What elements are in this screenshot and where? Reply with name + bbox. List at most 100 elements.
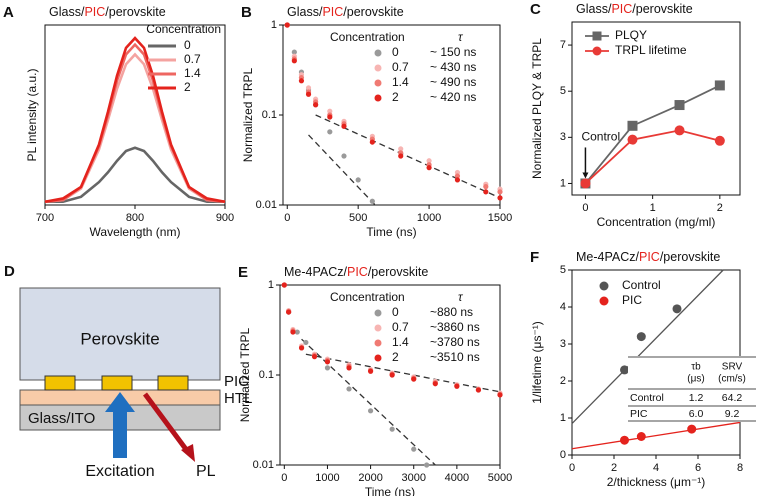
pic-block xyxy=(157,375,189,391)
marker xyxy=(497,195,503,201)
marker xyxy=(674,100,685,111)
series-line xyxy=(584,129,721,185)
x-tick-label: 0 xyxy=(284,212,290,224)
x-tick-label: 0 xyxy=(582,202,588,214)
legend-label: 0 xyxy=(392,305,399,319)
table-cell: Control xyxy=(630,392,664,404)
x-tick-label: 2 xyxy=(611,462,617,474)
marker xyxy=(398,146,404,152)
x-tick-label: 1000 xyxy=(417,212,441,224)
legend-marker xyxy=(592,46,602,56)
legend-label: 2 xyxy=(392,90,399,104)
legend-marker xyxy=(374,49,382,57)
table-header: SRV xyxy=(722,362,743,373)
y-axis-label: Normalized PLQY & TRPL xyxy=(530,38,544,179)
legend-label: 1.4 xyxy=(392,75,409,89)
series-line xyxy=(45,146,225,204)
fit-line xyxy=(315,114,501,199)
panel-label: E xyxy=(238,264,248,281)
panel-label: C xyxy=(530,1,541,18)
marker xyxy=(627,120,638,131)
layer-label: HTL xyxy=(224,390,252,407)
layer-label: Perovskite xyxy=(80,329,159,348)
x-tick-label: 2000 xyxy=(358,472,382,484)
legend-marker xyxy=(374,324,382,332)
legend-label: ~3510 ns xyxy=(430,350,480,364)
x-tick-label: 5000 xyxy=(488,472,512,484)
marker xyxy=(341,123,347,129)
marker xyxy=(714,135,725,146)
y-tick-label: 5 xyxy=(560,85,566,97)
pl-arrow-head xyxy=(181,444,195,462)
chart-title: Me-4PACz/PIC/perovskite xyxy=(284,265,428,279)
title-part: /perovskite xyxy=(368,265,428,279)
marker xyxy=(346,386,352,392)
legend-label: 0 xyxy=(184,38,191,52)
legend-title: Concentration xyxy=(330,290,405,304)
excitation-arrow xyxy=(105,392,135,458)
y-tick-label: 2 xyxy=(560,375,566,387)
fit-line xyxy=(301,338,436,466)
legend-label: ~ 420 ns xyxy=(430,90,476,104)
marker xyxy=(327,114,333,120)
title-part: PIC xyxy=(84,5,105,19)
legend-marker xyxy=(374,64,382,72)
marker xyxy=(389,426,395,432)
legend-label: 1.4 xyxy=(392,335,409,349)
x-tick-label: 4 xyxy=(653,462,659,474)
legend-label: 0 xyxy=(392,45,399,59)
pl-arrow xyxy=(142,392,191,454)
legend-marker xyxy=(599,296,609,306)
marker xyxy=(398,153,404,159)
series-line xyxy=(584,84,721,185)
legend-marker xyxy=(374,354,382,362)
fit-line xyxy=(571,269,724,425)
marker xyxy=(714,80,725,91)
marker xyxy=(303,339,309,346)
legend-marker xyxy=(374,309,382,317)
marker xyxy=(346,365,352,371)
legend-label: ~ 490 ns xyxy=(430,75,476,89)
layer-label: Glass/ITO xyxy=(28,410,95,427)
fit-line xyxy=(571,421,741,450)
marker xyxy=(432,381,438,387)
legend-label: ~880 ns xyxy=(430,305,473,319)
x-tick-label: 1500 xyxy=(488,212,512,224)
x-axis-label: Wavelength (nm) xyxy=(90,225,181,239)
plot-frame xyxy=(571,21,741,196)
panel-label: A xyxy=(3,4,14,21)
label: Excitation xyxy=(85,463,154,480)
legend-title: Concentration xyxy=(146,22,221,36)
marker xyxy=(627,134,638,145)
marker xyxy=(620,365,629,375)
pic-block xyxy=(101,375,133,391)
chart-title: Me-4PACz/PIC/perovskite xyxy=(576,250,720,264)
chart: B Glass/PIC/perovskite 0 500 1000 1500 0.01 0.1… xyxy=(241,4,512,239)
marker xyxy=(687,424,697,434)
legend-label: 1.4 xyxy=(184,66,201,80)
legend-title: Concentration xyxy=(330,30,405,44)
marker xyxy=(367,368,374,374)
marker xyxy=(497,392,503,398)
marker xyxy=(636,332,646,342)
legend-label: PIC xyxy=(622,293,642,307)
chart-title: Glass/PIC/perovskite xyxy=(49,5,166,19)
marker xyxy=(636,432,646,441)
y-tick-label: 0.1 xyxy=(262,109,277,121)
label: PL xyxy=(196,463,216,480)
panel-label: F xyxy=(530,249,539,266)
x-axis-label: 2/thickness (μm⁻¹) xyxy=(607,475,706,489)
x-tick-label: 0 xyxy=(281,472,287,484)
panel-label: B xyxy=(241,4,252,21)
marker xyxy=(290,329,296,335)
marker xyxy=(324,365,331,371)
legend-label: 0.7 xyxy=(392,60,409,74)
title-part: Me-4PACz/ xyxy=(284,265,348,279)
x-tick-label: 1 xyxy=(650,202,656,214)
marker xyxy=(426,158,432,164)
table-header: (μs) xyxy=(687,374,704,385)
legend-marker xyxy=(374,339,382,347)
marker xyxy=(313,102,319,108)
marker xyxy=(305,91,312,97)
marker xyxy=(580,178,591,189)
